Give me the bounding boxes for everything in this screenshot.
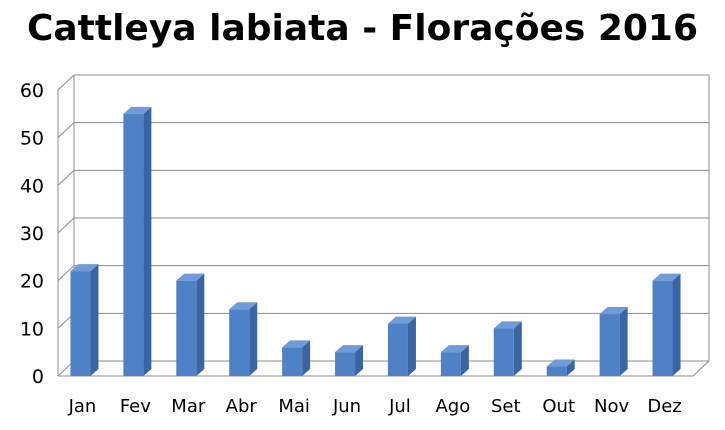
x-tick-label: Mai [278, 396, 310, 417]
x-tick-label: Fev [120, 396, 151, 417]
bar-side [249, 302, 258, 376]
bar-front [70, 271, 91, 376]
gridline-side [57, 122, 75, 139]
bar-top [387, 316, 416, 324]
y-tick-label: 60 [20, 80, 44, 102]
bar-top [440, 345, 469, 353]
bar-top [335, 345, 364, 353]
y-tick-label: 20 [20, 271, 44, 293]
bar-front [493, 328, 514, 376]
bar-front [282, 347, 303, 376]
bar-front [652, 280, 673, 376]
bar-mai [282, 340, 311, 376]
gridline-side [57, 169, 75, 186]
bar-side [513, 321, 522, 376]
bar-top [176, 273, 205, 281]
y-tick-label: 40 [20, 175, 44, 197]
x-tick-label: Set [491, 396, 521, 417]
bar-top [282, 340, 311, 348]
bar-front [176, 280, 197, 376]
y-tick-label: 10 [20, 318, 44, 340]
bar-jun [335, 345, 364, 376]
floor-right-edge [692, 360, 710, 377]
x-tick-label: Abr [226, 396, 258, 417]
bar-top [70, 264, 99, 272]
x-tick-label: Nov [594, 396, 629, 417]
bar-side [90, 264, 99, 376]
chart-title: Cattleya labiata - Florações 2016 [26, 8, 699, 49]
bar-top [652, 273, 681, 281]
bar-top [546, 359, 575, 367]
bar-side [672, 273, 681, 376]
bar-top [229, 302, 258, 310]
bar-top [123, 106, 152, 114]
bar-nov [599, 307, 628, 376]
x-tick-label: Ago [435, 396, 470, 417]
bar-front [229, 309, 250, 376]
bar-side [302, 340, 311, 376]
gridline-side [57, 265, 75, 282]
bar-side [143, 106, 152, 376]
x-tick-label: Jun [332, 396, 361, 417]
bar-front [335, 352, 356, 376]
x-tick-label: Jan [68, 396, 97, 417]
bar-fev [123, 106, 152, 376]
x-tick-label: Out [542, 396, 575, 417]
bar-top [493, 321, 522, 329]
bar-side [460, 345, 469, 376]
bar-front [387, 323, 408, 376]
y-tick-label: 50 [20, 128, 44, 150]
bar-jan [70, 264, 99, 376]
bar-dez [652, 273, 681, 376]
bar-side [619, 307, 628, 376]
bar-abr [229, 302, 258, 376]
bar-jul [387, 316, 416, 376]
x-tick-label: Mar [171, 396, 206, 417]
bar-out [546, 359, 575, 376]
bar-side [196, 273, 205, 376]
bar-front [546, 366, 567, 376]
bar-front [599, 314, 620, 376]
bar-top [599, 307, 628, 315]
y-tick-label: 30 [20, 223, 44, 245]
bar-mar [176, 273, 205, 376]
bar-side [407, 316, 416, 376]
bar-front [440, 352, 461, 376]
x-tick-label: Dez [647, 396, 681, 417]
bar-side [566, 359, 575, 376]
gridline-side [57, 74, 75, 91]
bar-front [123, 113, 144, 376]
bar-side [355, 345, 364, 376]
bar-ago [440, 345, 469, 376]
x-tick-label: Jul [388, 396, 411, 417]
gridline-side [57, 217, 75, 234]
bar-set [493, 321, 522, 376]
y-tick-label: 0 [32, 366, 44, 388]
